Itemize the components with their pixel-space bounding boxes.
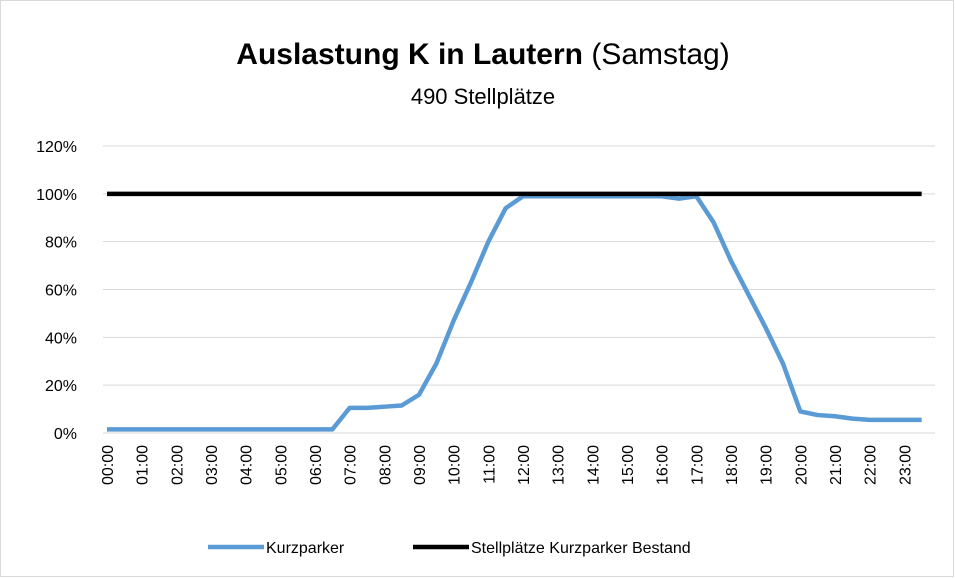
chart-subtitle: 490 Stellplätze <box>411 84 555 109</box>
legend-label: Stellplätze Kurzparker Bestand <box>471 540 691 557</box>
x-tick-label: 20:00 <box>793 445 810 485</box>
y-tick-label: 20% <box>45 378 77 395</box>
y-tick-label: 0% <box>54 426 77 443</box>
y-tick-label: 120% <box>36 139 77 156</box>
y-tick-label: 60% <box>45 283 77 300</box>
x-tick-label: 23:00 <box>897 445 914 485</box>
x-tick-label: 22:00 <box>863 445 880 485</box>
x-tick-label: 05:00 <box>273 445 290 485</box>
chart-title: Auslastung K in Lautern (Samstag) <box>236 38 729 71</box>
x-tick-label: 12:00 <box>516 445 533 485</box>
x-tick-label: 18:00 <box>724 445 741 485</box>
x-tick-label: 17:00 <box>689 445 706 485</box>
y-tick-label: 80% <box>45 235 77 252</box>
x-tick-label: 04:00 <box>239 445 256 485</box>
x-tick-label: 16:00 <box>655 445 672 485</box>
x-tick-label: 06:00 <box>308 445 325 485</box>
x-tick-label: 02:00 <box>169 445 186 485</box>
x-tick-label: 14:00 <box>585 445 602 485</box>
x-tick-label: 19:00 <box>759 445 776 485</box>
title-note: (Samstag) <box>591 38 729 71</box>
title-main: Auslastung K in Lautern <box>236 38 583 71</box>
x-tick-label: 01:00 <box>135 445 152 485</box>
x-tick-label: 09:00 <box>412 445 429 485</box>
x-tick-label: 00:00 <box>100 445 117 485</box>
x-tick-label: 03:00 <box>204 445 221 485</box>
x-tick-label: 11:00 <box>481 445 498 484</box>
y-tick-label: 40% <box>45 330 77 347</box>
y-tick-label: 100% <box>36 187 77 204</box>
x-tick-label: 15:00 <box>620 445 637 485</box>
x-tick-label: 10:00 <box>447 445 464 485</box>
x-tick-label: 21:00 <box>828 445 845 485</box>
series-line <box>107 193 922 432</box>
legend-label: Kurzparker <box>266 540 345 557</box>
x-tick-label: 08:00 <box>377 445 394 485</box>
x-tick-label: 13:00 <box>551 445 568 485</box>
x-tick-label: 07:00 <box>343 445 360 485</box>
